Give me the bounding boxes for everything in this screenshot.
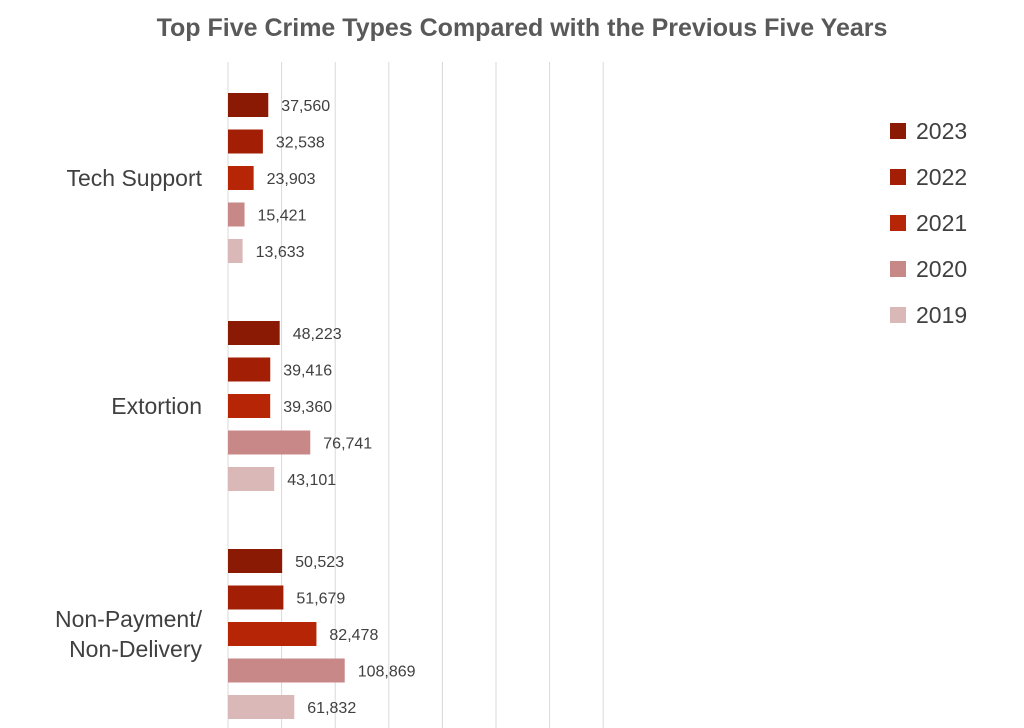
bar-2022-0 [228,129,263,154]
legend-swatch [890,261,906,277]
bar-2023-0 [228,93,269,117]
legend-swatch [890,215,906,231]
category-label: Tech Support [66,163,202,193]
category-label-line: Non-Delivery [69,636,202,662]
legend-label: 2019 [916,301,968,328]
legend-label: 2020 [916,255,968,282]
data-label: 13,633 [256,244,305,261]
legend-label: 2023 [916,117,968,144]
category-label-line: Tech Support [66,165,202,191]
data-label: 39,416 [283,363,332,380]
legend-item: 2022 [890,154,967,200]
legend-swatch [890,123,906,139]
bar-2019-2 [228,695,295,719]
bar-2022-2 [228,585,284,610]
data-label: 39,360 [283,399,332,416]
bars [228,93,345,719]
data-label: 32,538 [276,135,325,152]
data-label: 76,741 [323,436,372,453]
legend-item: 2023 [890,108,967,154]
bar-2020-0 [228,202,245,227]
data-labels: 37,560 32,538 23,903 15,421 13,633 48,223 39,4… [256,98,416,717]
data-label: 48,223 [293,326,342,343]
data-label: 37,560 [281,98,330,115]
bar-2021-1 [228,394,271,418]
bar-2020-2 [228,658,345,683]
bar-2023-1 [228,321,280,345]
data-label: 82,478 [329,627,378,644]
bar-2020-1 [228,430,311,455]
data-label: 50,523 [295,554,344,571]
category-label: Extortion [111,391,202,421]
legend-item: 2020 [890,246,967,292]
legend: 2023 2022 2021 2020 2019 [890,108,967,338]
data-label: 15,421 [258,208,307,225]
bar-2023-2 [228,549,283,573]
data-label: 61,832 [307,700,356,717]
legend-swatch [890,169,906,185]
bar-2021-2 [228,622,317,646]
bar-2019-0 [228,239,243,263]
legend-label: 2022 [916,163,968,190]
data-label: 51,679 [296,591,345,608]
category-label: Non-Payment/Non-Delivery [55,604,202,664]
bar-2019-1 [228,467,275,491]
chart-title: Top Five Crime Types Compared with the P… [156,14,888,42]
legend-item: 2021 [890,200,967,246]
data-label: 108,869 [358,664,416,681]
bar-2022-1 [228,357,271,382]
legend-label: 2021 [916,209,968,236]
legend-swatch [890,307,906,323]
category-label-line: Non-Payment/ [54,606,202,632]
data-label: 23,903 [267,171,316,188]
category-label-line: Extortion [111,393,202,419]
legend-item: 2019 [890,292,967,338]
bar-2021-0 [228,166,254,190]
data-label: 43,101 [287,472,336,489]
